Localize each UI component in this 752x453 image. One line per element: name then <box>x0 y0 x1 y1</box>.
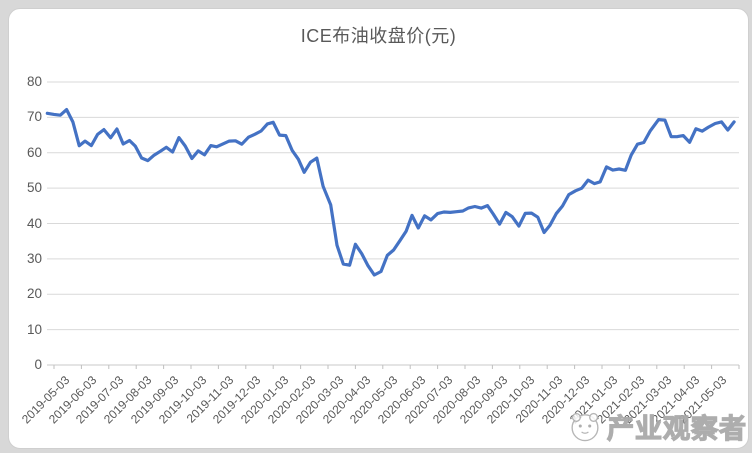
chart-panel: ICE布油收盘价(元) 0 10 20 30 40 50 60 70 80 2019-05-03 2… <box>8 8 749 449</box>
price-series-line <box>45 107 736 277</box>
y-axis-label: 80 <box>26 74 42 89</box>
watermark: 产业观察者 <box>567 403 747 449</box>
watermark-logo-icon <box>571 412 599 442</box>
y-axis-label: 70 <box>26 109 42 125</box>
price-line-chart <box>45 81 740 369</box>
chart-title: ICE布油收盘价(元) <box>300 26 457 46</box>
y-axis-label: 10 <box>26 321 42 337</box>
y-axis-label: 40 <box>26 215 42 231</box>
watermark-text: 产业观察者 <box>606 413 747 444</box>
y-axis-label: 60 <box>26 144 42 160</box>
plot-area: 0 10 20 30 40 50 60 70 80 2019-05-03 2019-06-03 201… <box>9 9 748 448</box>
y-axis-label: 0 <box>34 357 42 372</box>
y-axis-label: 20 <box>26 286 42 302</box>
y-axis-label: 50 <box>26 180 42 196</box>
y-axis-label: 30 <box>26 250 42 266</box>
